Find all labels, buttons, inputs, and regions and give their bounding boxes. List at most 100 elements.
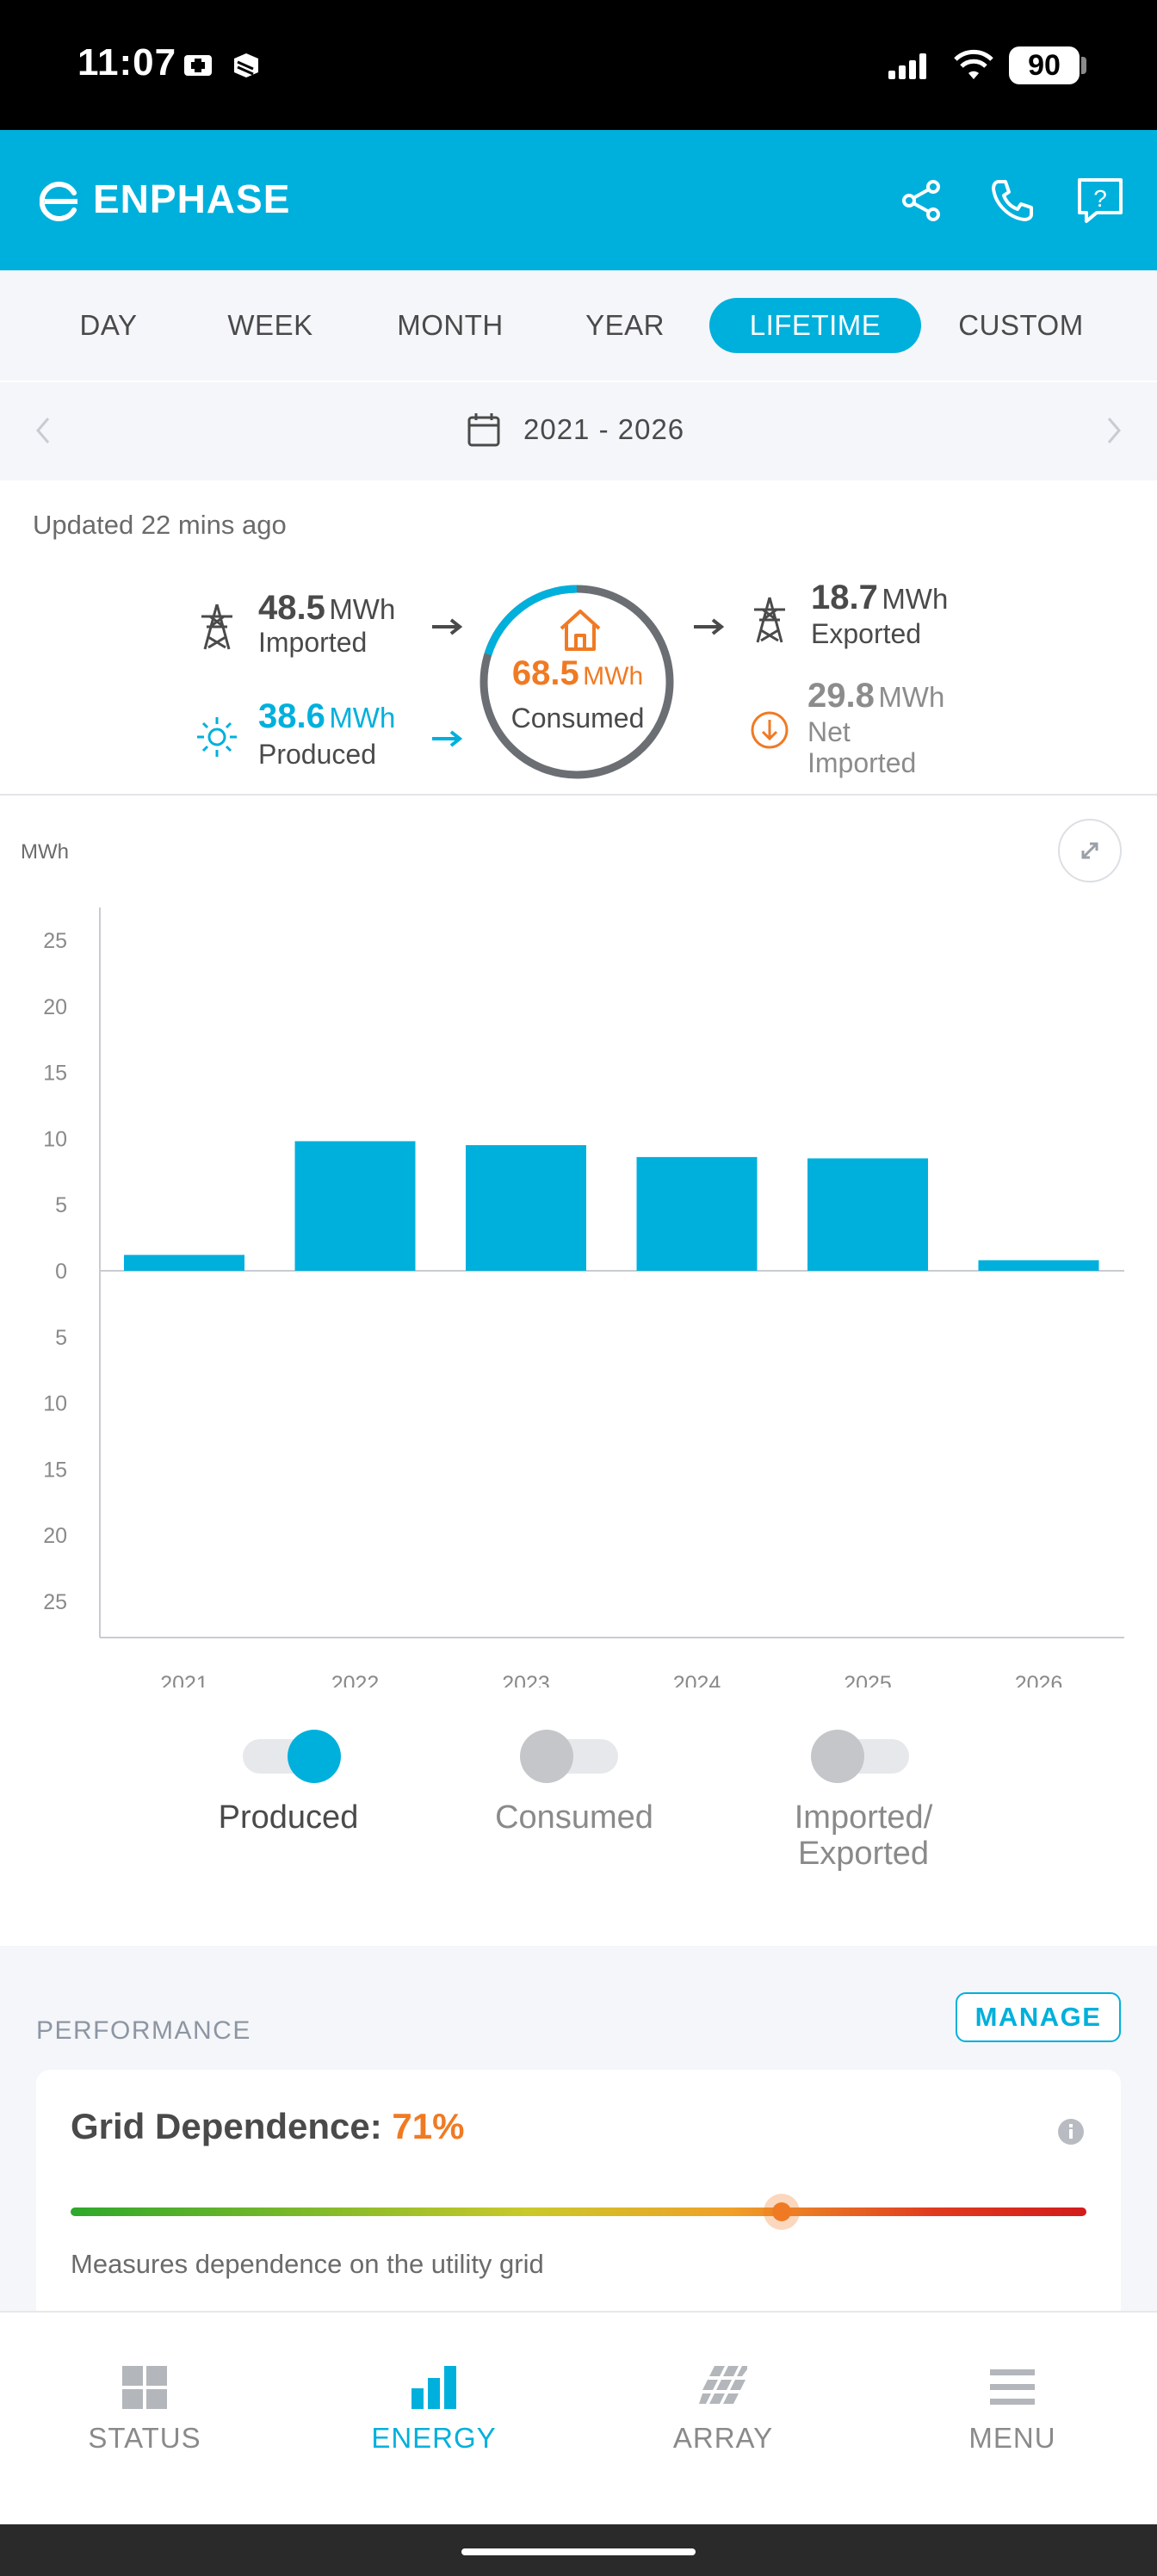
grid-dependence-value: 71% (392, 2106, 465, 2146)
sun-icon (197, 717, 237, 757)
solar-array-icon (699, 2366, 747, 2404)
nav-status[interactable]: STATUS (59, 2364, 231, 2455)
performance-section: PERFORMANCE MANAGE Grid Dependence: 71% … (0, 1946, 1157, 2328)
imported-exported-toggle-knob[interactable] (811, 1730, 864, 1783)
consumption-ring (480, 585, 674, 779)
bar-2025 (807, 1158, 928, 1271)
y-tick-label: 5 (55, 1193, 67, 1217)
home-indicator-bar (0, 2524, 1157, 2576)
produced-toggle-label: Produced (218, 1799, 359, 1836)
y-tick-label: 10 (43, 1392, 67, 1416)
bar-2023 (466, 1145, 586, 1271)
grid-dependence-description: Measures dependence on the utility grid (71, 2249, 544, 2279)
consumed-unit: MWh (583, 662, 644, 690)
produced-toggle-knob[interactable] (288, 1730, 341, 1783)
consumed-value-row: 68.5 MWh (496, 654, 659, 693)
x-tick-label: 2024 (673, 1672, 721, 1687)
exported-label: Exported (811, 618, 922, 649)
date-range-label[interactable]: 2021 - 2026 (523, 413, 685, 445)
grid-dependence-gradient-bar (71, 2208, 1086, 2216)
consumed-value: 68.5 (511, 654, 579, 692)
enphase-logo-icon (40, 182, 77, 221)
cellular-signal-icon (888, 53, 926, 79)
battery-tip (1081, 57, 1086, 74)
y-tick-label: 15 (43, 1062, 67, 1086)
house-icon (560, 610, 601, 651)
nav-array[interactable]: ARRAY (637, 2364, 809, 2455)
battery-level: 90 (1009, 46, 1080, 84)
layers-app-icon (234, 53, 258, 77)
info-icon[interactable] (1057, 2118, 1085, 2146)
x-tick-label: 2021 (160, 1672, 208, 1687)
grid-dependence-title: Grid Dependence: (71, 2106, 382, 2146)
hamburger-menu-icon (990, 2369, 1035, 2405)
expand-chart-button[interactable] (1057, 818, 1123, 883)
power-tower-icon (201, 604, 232, 650)
y-tick-label: 25 (43, 1590, 67, 1614)
y-tick-label: 5 (55, 1326, 67, 1350)
home-indicator[interactable] (461, 2548, 696, 2555)
bar-2024 (636, 1156, 758, 1271)
section-divider (0, 794, 1157, 796)
svg-text:?: ? (1093, 185, 1107, 212)
grid-dependence-card: Grid Dependence: 71% Measures dependence… (36, 2070, 1121, 2328)
nav-energy[interactable]: ENERGY (348, 2364, 520, 2455)
produced-label: Produced (258, 739, 376, 770)
tab-month[interactable]: MONTH (397, 309, 504, 341)
manage-button[interactable]: MANAGE (956, 1992, 1121, 2042)
x-tick-label: 2026 (1015, 1672, 1063, 1687)
net-import-down-icon (751, 711, 789, 749)
tab-custom[interactable]: CUSTOM (958, 309, 1084, 341)
consumed-label: Consumed (510, 703, 645, 734)
y-tick-label: 25 (43, 929, 67, 953)
net-label-line2: Imported (807, 747, 917, 778)
date-navigator: 2021 - 2026 (0, 382, 1157, 480)
consumed-toggle-knob[interactable] (520, 1730, 573, 1783)
help-icon[interactable]: ? (1074, 175, 1126, 226)
calendar-icon[interactable] (467, 412, 501, 448)
y-tick-label: 10 (43, 1127, 67, 1151)
period-tabs: DAY WEEK MONTH YEAR LIFETIME CUSTOM (0, 270, 1157, 381)
imported-label: Imported (258, 627, 368, 658)
performance-title: PERFORMANCE (36, 2016, 251, 2045)
grid-icon (122, 2366, 167, 2409)
shield-app-icon (184, 55, 212, 76)
imported-exported-label-line2: Exported (797, 1836, 930, 1872)
share-icon[interactable] (897, 175, 949, 226)
bottom-nav: STATUS ENERGY ARRAY MENU (0, 2311, 1157, 2524)
nav-menu-label: MENU (968, 2422, 1056, 2454)
nav-menu[interactable]: MENU (926, 2364, 1098, 2455)
net-unit: MWh (878, 681, 945, 713)
nav-status-label: STATUS (88, 2422, 201, 2454)
chart-y-unit: MWh (21, 840, 69, 864)
exported-unit: MWh (882, 583, 949, 615)
produced-unit: MWh (329, 702, 396, 734)
y-tick-label: 15 (43, 1458, 67, 1482)
exported-value-row: 18.7 MWh (811, 579, 948, 617)
y-tick-label: 20 (43, 995, 67, 1019)
tab-week[interactable]: WEEK (227, 309, 313, 341)
updated-text: Updated 22 mins ago (33, 510, 287, 540)
x-tick-label: 2023 (502, 1672, 550, 1687)
imported-exported-label-line1: Imported/ (794, 1799, 933, 1836)
tab-year[interactable]: YEAR (585, 309, 665, 341)
bar-2021 (124, 1254, 244, 1271)
tab-lifetime[interactable]: LIFETIME (709, 298, 921, 353)
grid-dependence-marker (764, 2194, 800, 2230)
net-value-row: 29.8 MWh (807, 677, 944, 715)
nav-array-label: ARRAY (672, 2422, 774, 2454)
tab-day[interactable]: DAY (79, 309, 138, 341)
phone-icon[interactable] (987, 175, 1038, 226)
y-tick-label: 0 (55, 1260, 67, 1284)
exported-value: 18.7 (811, 579, 878, 616)
produced-value-row: 38.6 MWh (258, 697, 395, 736)
imported-value-row: 48.5 MWh (258, 589, 395, 628)
arrow-right-icon (432, 618, 463, 635)
chevron-right-icon[interactable] (1102, 413, 1126, 448)
consumed-toggle-label: Consumed (495, 1799, 653, 1836)
power-tower-export-icon (754, 597, 785, 643)
chevron-left-icon[interactable] (31, 413, 55, 448)
imported-value: 48.5 (258, 589, 325, 627)
net-label-line1: Net (807, 716, 851, 747)
net-value: 29.8 (807, 677, 875, 715)
